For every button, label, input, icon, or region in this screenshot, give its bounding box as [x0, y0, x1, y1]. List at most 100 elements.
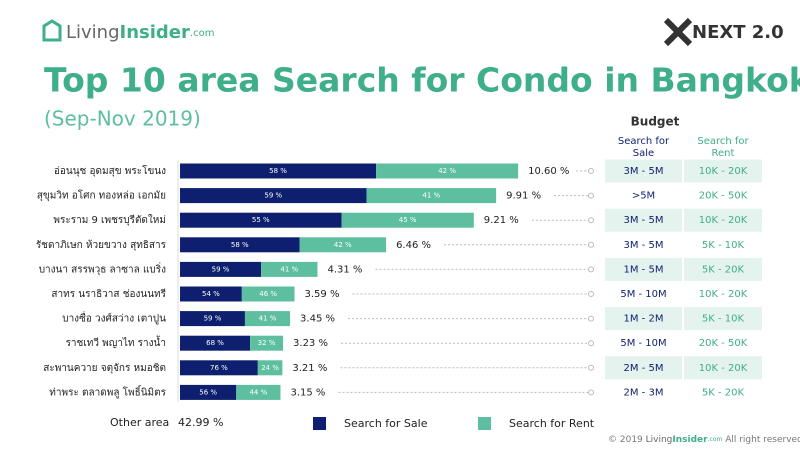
bar-segment	[180, 212, 342, 228]
budget-sale: 1M - 5M	[624, 264, 664, 275]
footer-part: © 2019	[608, 435, 643, 445]
bar-segment	[180, 384, 237, 400]
budget-title: Budget	[631, 115, 680, 129]
budget-cell	[684, 184, 762, 208]
bar-segment	[341, 212, 474, 228]
bar-segment	[236, 384, 281, 400]
budget-rent: 5K - 10K	[702, 240, 745, 251]
segment-label: 24 %	[261, 364, 279, 372]
total-label: 9.21 %	[484, 215, 519, 226]
segment-label: 41 %	[280, 265, 298, 273]
segment-label: 54 %	[202, 290, 220, 298]
logo-part: Insider	[120, 22, 190, 43]
budget-rent: 10K - 20K	[699, 166, 748, 177]
category-label: บางซื่อ วงศ์สว่าง เตาปูน	[62, 311, 166, 325]
segment-label: 58 %	[231, 241, 249, 249]
budget-sale: 3M - 5M	[624, 215, 664, 226]
budget-cell	[605, 380, 682, 404]
legend-label: Search for Sale	[344, 417, 428, 430]
category-label: ราชเทวี พญาไท รางน้ำ	[66, 335, 166, 349]
total-label: 3.59 %	[305, 289, 340, 300]
footer-part: Insider	[672, 435, 708, 445]
budget-cell	[605, 208, 682, 232]
segment-label: 42 %	[438, 167, 456, 175]
segment-label: 41 %	[259, 315, 277, 323]
budget-cell	[605, 282, 682, 306]
segment-label: 76 %	[210, 364, 228, 372]
total-label: 3.23 %	[293, 338, 328, 349]
bar-segment	[180, 261, 262, 277]
budget-sale: 2M - 3M	[624, 387, 664, 398]
bar-segment	[250, 335, 284, 351]
total-label: 10.60 %	[528, 166, 569, 177]
total-label: 3.21 %	[292, 363, 327, 374]
logo-icon	[42, 19, 62, 42]
footer-part: Living	[646, 435, 673, 445]
segment-label: 42 %	[334, 241, 352, 249]
budget-rent: 20K - 50K	[699, 191, 748, 202]
budget-rent: 10K - 20K	[699, 363, 748, 374]
budget-cell	[684, 257, 762, 281]
budget-sale: 1M - 2M	[624, 314, 664, 325]
footer: © 2019 LivingInsider.com All right reser…	[608, 435, 800, 445]
budget-cell	[605, 331, 682, 355]
leader-dot	[588, 389, 594, 396]
brand-icon	[663, 17, 693, 47]
brand: NEXT 2.0	[692, 22, 784, 43]
total-label: 4.31 %	[327, 264, 362, 275]
budget-rent: 10K - 20K	[699, 215, 748, 226]
bar-segment	[180, 286, 242, 302]
bar-segment	[257, 360, 283, 376]
leader-dot	[588, 291, 594, 297]
category-label: รัชดาภิเษก ห้วยขวาง สุทธิสาร	[36, 239, 167, 251]
bar-segment	[180, 335, 251, 351]
budget-cell	[684, 380, 762, 404]
other-area-value: 42.99 %	[178, 416, 223, 429]
budget-sale: 3M - 5M	[624, 166, 664, 177]
leader-dot	[588, 266, 594, 273]
segment-label: 68 %	[206, 339, 224, 347]
bar-segment	[180, 311, 245, 327]
budget-header-cell	[605, 133, 682, 159]
total-label: 3.15 %	[290, 387, 325, 398]
segment-label: 44 %	[249, 388, 267, 396]
budget-sale: 5M - 10M	[620, 289, 666, 300]
budget-cell	[684, 208, 762, 232]
bar-segment	[241, 286, 295, 302]
segment-label: 56 %	[199, 388, 217, 396]
chart-subtitle: (Sep-Nov 2019)	[44, 107, 201, 131]
leader-dot	[588, 364, 594, 371]
category-label: สุขุมวิท อโศก ทองหล่อ เอกมัย	[37, 189, 166, 202]
other-area-label: Other area	[110, 416, 169, 429]
budget-header-cell	[684, 133, 762, 159]
legend-swatch	[478, 417, 491, 430]
budget-cell	[605, 184, 682, 208]
total-label: 6.46 %	[396, 240, 431, 251]
segment-label: 59 %	[204, 315, 222, 323]
leader-dot	[588, 241, 594, 248]
segment-label: 59 %	[212, 265, 230, 273]
budget-cell	[605, 257, 682, 281]
total-label: 9.91 %	[506, 191, 541, 202]
budget-cell	[684, 331, 762, 355]
budget-sale: 5M - 10M	[620, 338, 666, 349]
category-label: สะพานควาย จตุจักร หมอชิต	[43, 363, 166, 374]
bar-segment	[261, 261, 318, 277]
category-label: บางนา สรรพวุธ ลาซาล แบริ่ง	[39, 261, 166, 275]
bar-segment	[180, 237, 300, 253]
bar-segment	[180, 360, 258, 376]
budget-sale: 3M - 5M	[624, 240, 664, 251]
chart-title: Top 10 area Search for Condo in Bangkok	[44, 61, 800, 100]
category-label: อ่อนนุช อุดมสุข พระโขนง	[54, 164, 166, 177]
segment-label: 58 %	[269, 167, 287, 175]
budget-cell	[684, 159, 762, 183]
segment-label: 46 %	[259, 290, 277, 298]
logo-part: Living	[66, 22, 120, 43]
category-label: ท่าพระ ตลาดพลู โพธิ์นิมิตร	[49, 384, 166, 398]
budget-cell	[684, 282, 762, 306]
budget-sale: >5M	[632, 191, 655, 202]
bar-segment	[244, 311, 291, 327]
logo: LivingInsider.com	[66, 22, 214, 43]
total-label: 3.45 %	[300, 314, 335, 325]
